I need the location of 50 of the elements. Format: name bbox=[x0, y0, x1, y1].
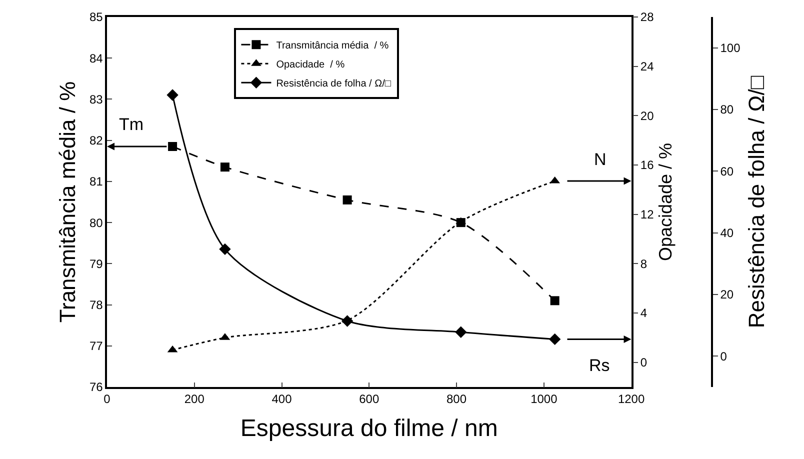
x-tick-label: 800 bbox=[446, 392, 467, 406]
y3-tick-label: 40 bbox=[720, 226, 734, 240]
y2-axis-title: Opacidade / % bbox=[656, 142, 676, 262]
y-tick-label: 84 bbox=[89, 51, 104, 66]
y3-tick-label: 60 bbox=[720, 164, 734, 178]
y2-tick-label: 0 bbox=[640, 356, 648, 370]
legend-label: Resistência de folha / Ω/□ bbox=[276, 78, 392, 90]
legend-label: Opacidade / % bbox=[276, 60, 345, 70]
y-tick-label: 82 bbox=[89, 134, 104, 148]
x-tick-label: 400 bbox=[272, 392, 292, 406]
point bbox=[166, 89, 178, 101]
y3-tick-label: 80 bbox=[720, 102, 734, 117]
legend-label: Transmitância média / % bbox=[276, 40, 389, 52]
y-tick-label: 80 bbox=[89, 216, 104, 230]
x-tick-label: 600 bbox=[359, 392, 380, 406]
y-tick-label: 81 bbox=[89, 174, 104, 189]
y2-tick-label: 16 bbox=[640, 158, 654, 172]
x-tick-label: 0 bbox=[104, 392, 111, 406]
x-tick-label: 1000 bbox=[530, 392, 558, 406]
y3-tick-label: 20 bbox=[720, 288, 734, 302]
y3-tick-label: 0 bbox=[720, 349, 728, 364]
y2-tick-label: 4 bbox=[640, 306, 648, 320]
point bbox=[550, 296, 560, 306]
y2-tick-label: 20 bbox=[640, 108, 654, 123]
y3-axis-title: Resistência de folha / Ω/□ bbox=[744, 75, 769, 328]
y-tick-label: 77 bbox=[89, 339, 104, 354]
annotation: Rs bbox=[589, 356, 610, 375]
y-tick-label: 76 bbox=[89, 380, 104, 394]
annotation: Tm bbox=[119, 115, 144, 134]
y-axis-title: Transmitância média / % bbox=[54, 81, 80, 323]
x-tick-label: 200 bbox=[184, 392, 205, 406]
point bbox=[220, 162, 230, 172]
x-axis-title: Espessura do filme / nm bbox=[240, 414, 498, 442]
y2-tick-label: 28 bbox=[640, 10, 654, 24]
point bbox=[342, 195, 352, 204]
y3-tick-label: 100 bbox=[720, 41, 741, 56]
y-tick-label: 85 bbox=[89, 10, 104, 24]
point bbox=[219, 243, 231, 256]
y-tick-label: 78 bbox=[89, 298, 104, 312]
y2-tick-label: 12 bbox=[640, 208, 654, 222]
point bbox=[548, 333, 561, 346]
x-tick-label: 1200 bbox=[618, 392, 645, 406]
y-tick-label: 83 bbox=[89, 92, 104, 106]
point bbox=[341, 315, 354, 327]
y-tick-label: 79 bbox=[89, 256, 104, 271]
annotation: N bbox=[594, 150, 606, 169]
point bbox=[168, 142, 178, 151]
y2-tick-label: 8 bbox=[640, 256, 648, 271]
point bbox=[455, 326, 467, 338]
y2-tick-label: 24 bbox=[640, 60, 654, 74]
